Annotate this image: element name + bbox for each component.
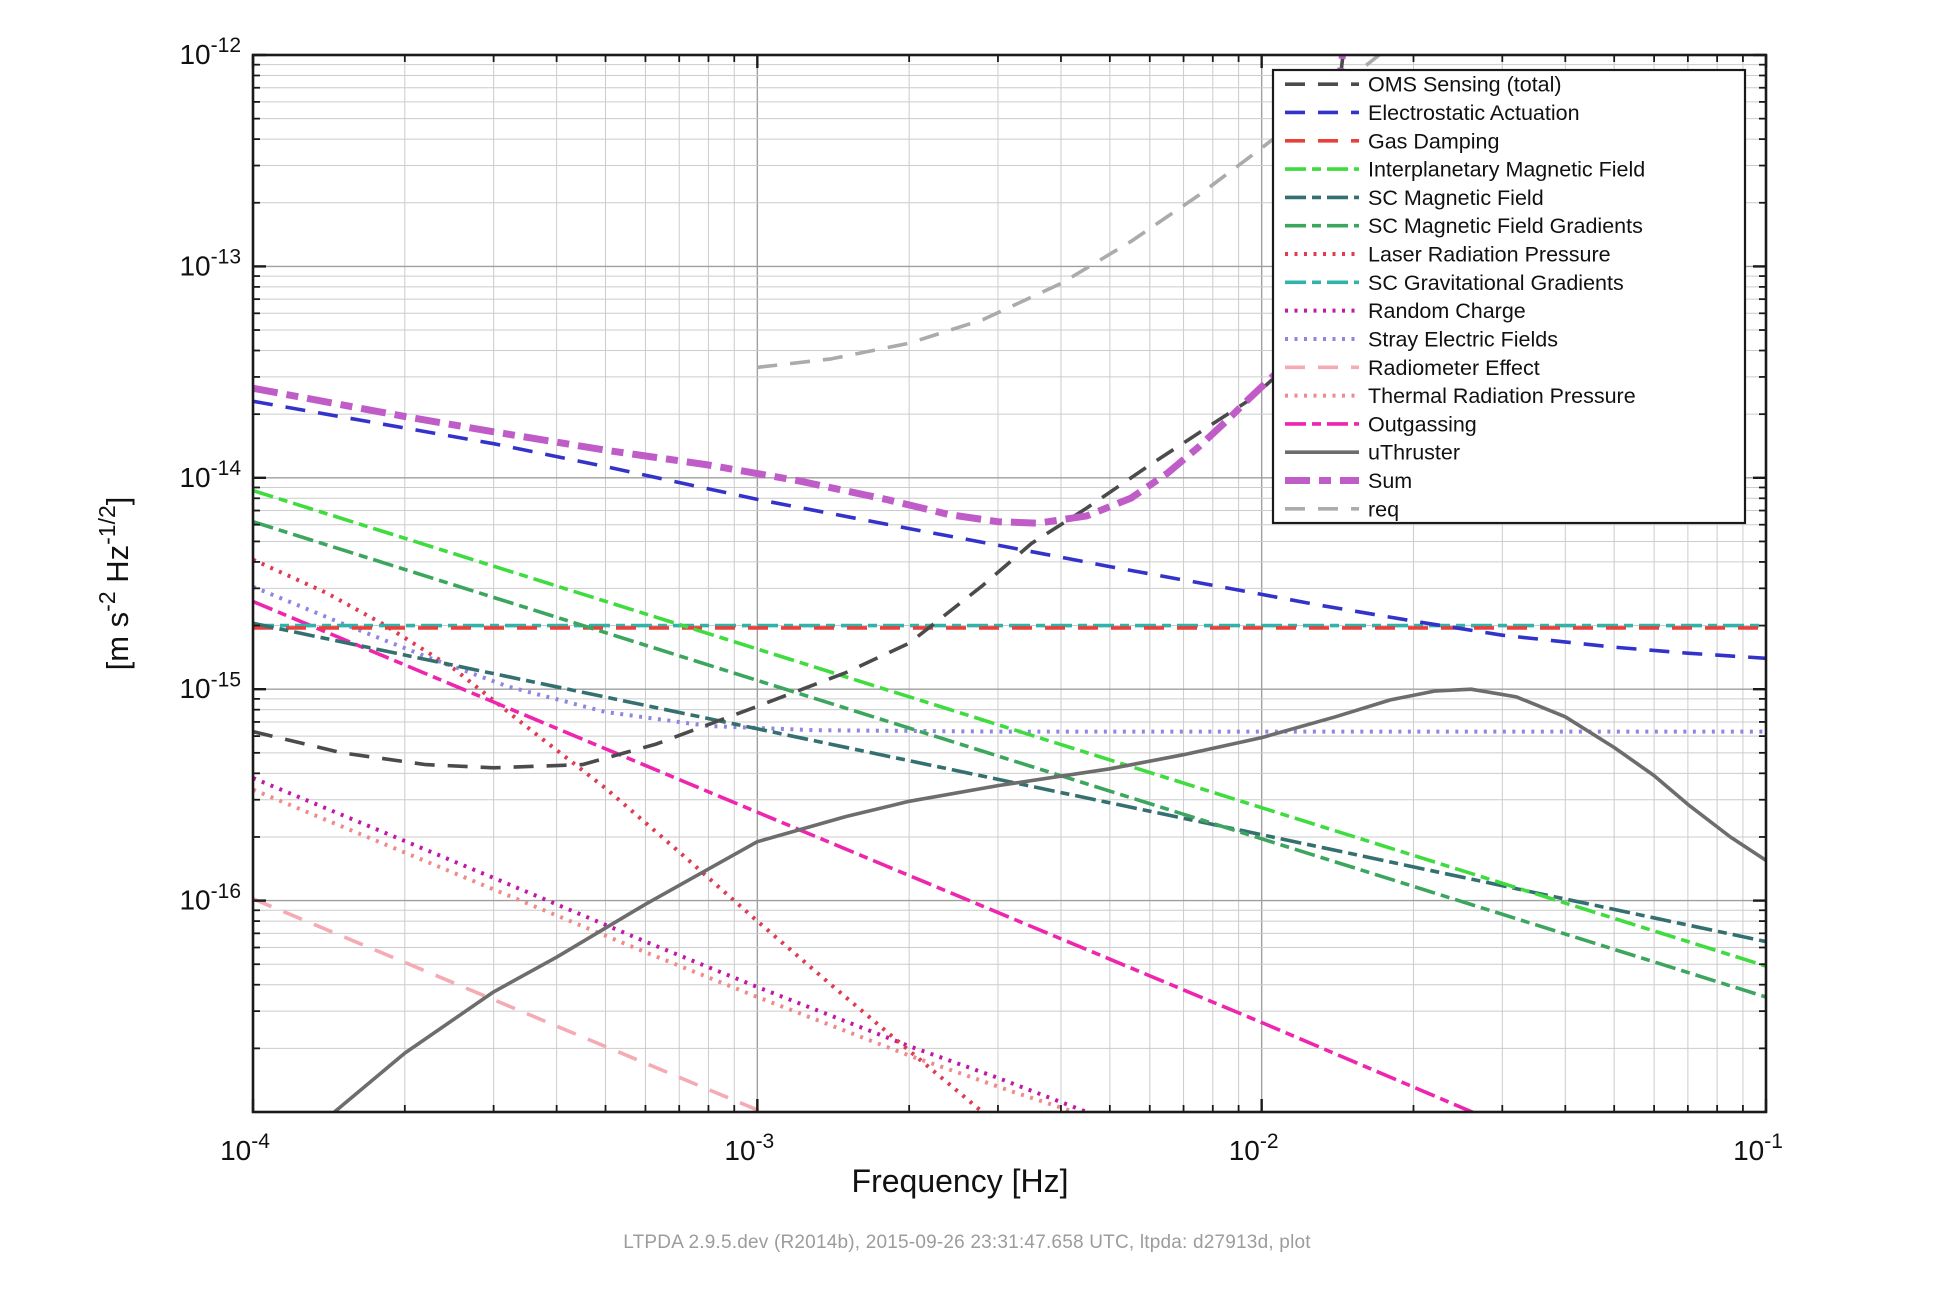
x-tick-label: 10-2	[1229, 1130, 1279, 1166]
legend-label: req	[1368, 497, 1399, 521]
legend-entry-sc_mag_gradients: SC Magnetic Field Gradients	[1285, 214, 1643, 238]
series-req	[757, 55, 1382, 370]
legend-label: Electrostatic Actuation	[1368, 101, 1580, 125]
legend-label: Laser Radiation Pressure	[1368, 243, 1611, 267]
legend-entry-gas_damping: Gas Damping	[1285, 129, 1499, 153]
y-axis-label: [m s-2 Hz-1/2]	[94, 497, 135, 671]
series-sc_mag_gradients	[253, 519, 1766, 999]
series-thermal	[253, 787, 1081, 1112]
legend-entry-interplanetary: Interplanetary Magnetic Field	[1285, 158, 1645, 182]
legend-entry-uthruster: uThruster	[1285, 441, 1460, 465]
legend-entry-sc_mag_field: SC Magnetic Field	[1285, 186, 1544, 210]
series-interplanetary	[253, 488, 1766, 968]
plot-border	[251, 53, 1768, 1114]
x-tick-label: 10-1	[1733, 1130, 1783, 1166]
series-radiometer	[253, 897, 767, 1112]
legend-entry-oms: OMS Sensing (total)	[1285, 73, 1562, 97]
legend-entry-sum: Sum	[1285, 469, 1412, 493]
y-tick-label: 10-15	[179, 668, 241, 704]
x-tick-label: 10-3	[724, 1130, 774, 1166]
legend-box	[1271, 68, 1747, 525]
series-electrostatic	[253, 399, 1766, 661]
x-tick-label: 10-4	[220, 1130, 270, 1166]
series-random_charge	[253, 776, 1094, 1112]
y-tick-label: 10-14	[179, 457, 241, 493]
y-tick-label: 10-13	[179, 246, 241, 282]
legend-label: Outgassing	[1368, 412, 1477, 436]
tick-labels: 10-4 10-3 10-2 10-1 10-12 10-13 10-14 10-15 10-1…	[179, 34, 1782, 1166]
legend-entry-radiometer: Radiometer Effect	[1285, 356, 1540, 380]
grid	[252, 54, 1767, 1112]
y-tick-label: 10-12	[179, 34, 241, 70]
legend-label: Gas Damping	[1368, 129, 1499, 153]
series-uthruster	[333, 687, 1766, 1112]
legend-label: Thermal Radiation Pressure	[1368, 384, 1636, 408]
footer-text: LTPDA 2.9.5.dev (R2014b), 2015-09-26 23:…	[623, 1232, 1311, 1253]
x-axis-label: Frequency [Hz]	[852, 1163, 1069, 1199]
legend-label: Radiometer Effect	[1368, 356, 1540, 380]
legend-label: uThruster	[1368, 441, 1460, 465]
axes-frame	[251, 53, 1768, 1114]
series-stray	[253, 584, 1766, 734]
legend: OMS Sensing (total) Electrostatic Actuati…	[1271, 68, 1747, 525]
legend-label: SC Magnetic Field	[1368, 186, 1544, 210]
legend-label: OMS Sensing (total)	[1368, 73, 1562, 97]
y-tick-label: 10-16	[179, 880, 241, 916]
legend-label: Random Charge	[1368, 299, 1526, 323]
legend-label: Sum	[1368, 469, 1412, 493]
legend-label: Stray Electric Fields	[1368, 327, 1558, 351]
legend-entry-stray: Stray Electric Fields	[1285, 327, 1558, 351]
legend-label: SC Magnetic Field Gradients	[1368, 214, 1643, 238]
legend-entry-sc_grav: SC Gravitational Gradients	[1285, 271, 1624, 295]
legend-entry-outgassing: Outgassing	[1285, 412, 1477, 436]
legend-entry-req: req	[1285, 497, 1399, 521]
legend-entry-random_charge: Random Charge	[1285, 299, 1526, 323]
legend-label: Interplanetary Magnetic Field	[1368, 158, 1645, 182]
legend-entry-thermal: Thermal Radiation Pressure	[1285, 384, 1636, 408]
legend-entry-laser: Laser Radiation Pressure	[1285, 243, 1611, 267]
legend-entry-electrostatic: Electrostatic Actuation	[1285, 101, 1580, 125]
legend-label: SC Gravitational Gradients	[1368, 271, 1624, 295]
